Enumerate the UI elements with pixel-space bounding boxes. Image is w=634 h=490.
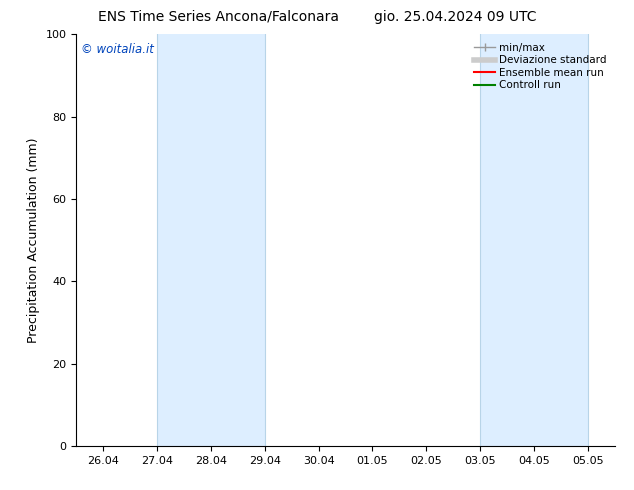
Text: © woitalia.it: © woitalia.it bbox=[81, 43, 154, 55]
Bar bbox=[481, 34, 588, 446]
Bar bbox=[157, 34, 265, 446]
Legend: min/max, Deviazione standard, Ensemble mean run, Controll run: min/max, Deviazione standard, Ensemble m… bbox=[471, 40, 610, 94]
Text: ENS Time Series Ancona/Falconara        gio. 25.04.2024 09 UTC: ENS Time Series Ancona/Falconara gio. 25… bbox=[98, 10, 536, 24]
Y-axis label: Precipitation Accumulation (mm): Precipitation Accumulation (mm) bbox=[27, 137, 40, 343]
